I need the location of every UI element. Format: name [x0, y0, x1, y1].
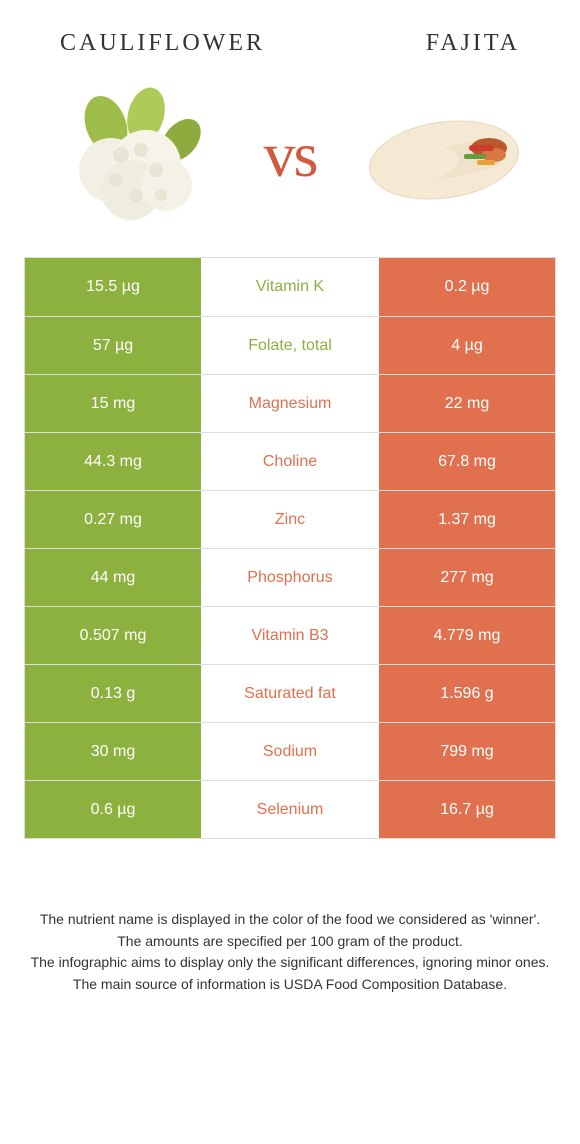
right-value-cell: 4 µg — [379, 317, 555, 374]
table-row: 0.6 µgSelenium16.7 µg — [25, 780, 555, 838]
table-row: 15 mgMagnesium22 mg — [25, 374, 555, 432]
right-value-cell: 799 mg — [379, 723, 555, 780]
table-row: 44 mgPhosphorus277 mg — [25, 548, 555, 606]
footer-notes: The nutrient name is displayed in the co… — [30, 909, 550, 996]
left-value-cell: 44 mg — [25, 549, 201, 606]
nutrient-name-cell: Choline — [201, 433, 379, 490]
header-row: CAULIFLOWER FAJITA — [0, 0, 580, 67]
images-row: vs — [0, 67, 580, 257]
nutrient-name-cell: Zinc — [201, 491, 379, 548]
nutrient-name-cell: Saturated fat — [201, 665, 379, 722]
nutrient-name-cell: Vitamin K — [201, 258, 379, 316]
nutrient-name-cell: Folate, total — [201, 317, 379, 374]
nutrient-name-cell: Vitamin B3 — [201, 607, 379, 664]
footer-line-3: The infographic aims to display only the… — [30, 952, 550, 974]
infographic-container: CAULIFLOWER FAJITA vs — [0, 0, 580, 996]
right-value-cell: 16.7 µg — [379, 781, 555, 838]
nutrient-name-cell: Selenium — [201, 781, 379, 838]
table-row: 30 mgSodium799 mg — [25, 722, 555, 780]
left-value-cell: 30 mg — [25, 723, 201, 780]
table-row: 44.3 mgCholine67.8 mg — [25, 432, 555, 490]
footer-line-4: The main source of information is USDA F… — [30, 974, 550, 996]
left-value-cell: 15.5 µg — [25, 258, 201, 316]
left-food-title: CAULIFLOWER — [60, 30, 265, 57]
right-value-cell: 1.37 mg — [379, 491, 555, 548]
footer-line-2: The amounts are specified per 100 gram o… — [30, 931, 550, 953]
right-value-cell: 67.8 mg — [379, 433, 555, 490]
left-value-cell: 0.6 µg — [25, 781, 201, 838]
right-value-cell: 22 mg — [379, 375, 555, 432]
nutrient-name-cell: Phosphorus — [201, 549, 379, 606]
table-row: 0.27 mgZinc1.37 mg — [25, 490, 555, 548]
vs-label: vs — [264, 118, 317, 192]
left-value-cell: 0.27 mg — [25, 491, 201, 548]
footer-line-1: The nutrient name is displayed in the co… — [30, 909, 550, 931]
right-value-cell: 4.779 mg — [379, 607, 555, 664]
left-value-cell: 57 µg — [25, 317, 201, 374]
table-row: 0.13 gSaturated fat1.596 g — [25, 664, 555, 722]
table-row: 15.5 µgVitamin K0.2 µg — [25, 258, 555, 316]
table-row: 57 µgFolate, total4 µg — [25, 316, 555, 374]
nutrient-name-cell: Magnesium — [201, 375, 379, 432]
right-value-cell: 277 mg — [379, 549, 555, 606]
table-row: 0.507 mgVitamin B34.779 mg — [25, 606, 555, 664]
nutrient-table: 15.5 µgVitamin K0.2 µg57 µgFolate, total… — [24, 257, 556, 839]
right-food-title: FAJITA — [426, 30, 520, 57]
left-value-cell: 15 mg — [25, 375, 201, 432]
cauliflower-image — [51, 80, 221, 230]
left-value-cell: 44.3 mg — [25, 433, 201, 490]
fajita-image — [359, 80, 529, 230]
left-value-cell: 0.13 g — [25, 665, 201, 722]
right-value-cell: 0.2 µg — [379, 258, 555, 316]
nutrient-name-cell: Sodium — [201, 723, 379, 780]
right-value-cell: 1.596 g — [379, 665, 555, 722]
left-value-cell: 0.507 mg — [25, 607, 201, 664]
